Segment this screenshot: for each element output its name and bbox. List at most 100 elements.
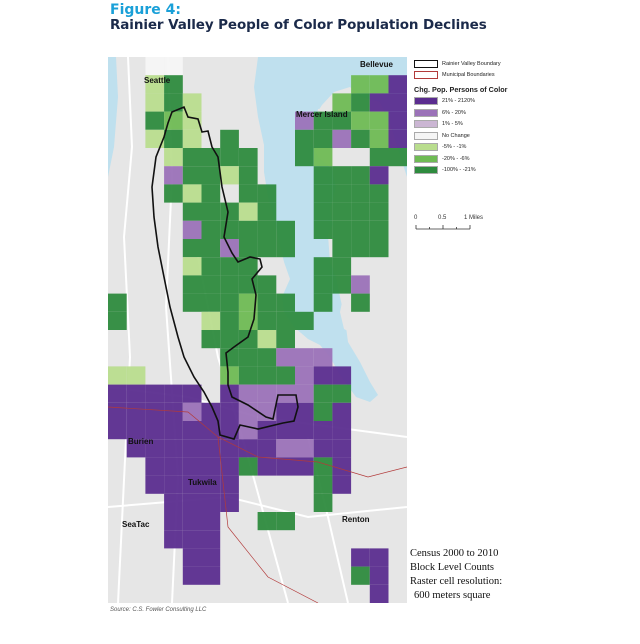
raster-cell — [276, 220, 295, 239]
raster-cell — [257, 330, 277, 349]
raster-cell — [182, 384, 202, 403]
raster-cell — [257, 275, 277, 294]
raster-cell — [257, 239, 277, 258]
raster-cell — [108, 384, 127, 403]
raster-cell — [351, 93, 370, 112]
scale-label-0: 0 — [414, 215, 418, 221]
legend-class-row: -20% - -6% — [414, 154, 470, 164]
raster-cell — [182, 129, 202, 148]
label-burien: Burien — [128, 437, 153, 446]
raster-cell — [108, 421, 127, 440]
raster-cell — [313, 493, 333, 512]
raster-cell — [313, 293, 333, 312]
raster-cell — [313, 421, 333, 440]
raster-cell — [332, 202, 352, 221]
raster-cell — [220, 475, 239, 494]
legend-boundary-row: Rainier Valley Boundary — [414, 59, 501, 69]
raster-cell — [295, 311, 314, 330]
raster-cell — [164, 457, 183, 476]
raster-cell — [351, 129, 370, 148]
raster-cell — [332, 366, 352, 385]
raster-cell — [145, 402, 165, 421]
raster-cell — [238, 348, 258, 367]
raster-cell — [369, 584, 389, 603]
raster-cell — [276, 421, 295, 440]
raster-cell — [313, 384, 333, 403]
raster-cell — [182, 275, 202, 294]
map-canvas[interactable]: Seattle Bellevue Mercer Island Burien Tu… — [108, 57, 407, 603]
raster-cell — [276, 348, 295, 367]
raster-cell — [182, 421, 202, 440]
raster-cell — [182, 202, 202, 221]
raster-cell — [201, 330, 221, 349]
raster-cell — [295, 366, 314, 385]
raster-cell — [238, 148, 258, 167]
raster-cell — [369, 566, 389, 585]
raster-cell — [164, 530, 183, 549]
scale-bar-graphic — [415, 225, 471, 230]
raster-cell — [220, 129, 239, 148]
raster-cell — [201, 311, 221, 330]
raster-cell — [369, 93, 389, 112]
legend-class-swatch — [414, 143, 438, 151]
label-tukwila: Tukwila — [188, 478, 217, 487]
legend-class-swatch — [414, 154, 438, 163]
raster-cell — [369, 202, 389, 221]
raster-cell — [145, 111, 165, 130]
raster-cell — [295, 402, 314, 421]
raster-cell — [351, 75, 370, 94]
source-credit: Source: C.S. Fowler Consulting LLC — [110, 607, 207, 613]
raster-cell — [201, 512, 221, 531]
legend-class-row: 6% - 20% — [414, 108, 466, 118]
raster-cell — [257, 366, 277, 385]
raster-cell — [164, 57, 183, 76]
raster-cell — [126, 366, 146, 385]
figure-label: Figure 4: — [110, 2, 181, 18]
legend-heading: Chg. Pop. Persons of Color — [414, 85, 508, 94]
raster-cell — [295, 129, 314, 148]
raster-cell — [220, 166, 239, 185]
raster-cell — [295, 148, 314, 167]
raster-cell — [313, 475, 333, 494]
raster-cell — [295, 111, 314, 130]
rainier-valley-boundary — [151, 105, 299, 440]
raster-cell — [295, 348, 314, 367]
raster-cell — [201, 166, 221, 185]
raster-cell — [164, 384, 183, 403]
raster-cell — [238, 311, 258, 330]
raster-cell — [220, 330, 239, 349]
legend-municipal-label: Municipal Boundaries — [442, 72, 495, 78]
raster-cell — [332, 402, 352, 421]
raster-cell — [257, 439, 277, 458]
raster-cell — [295, 421, 314, 440]
raster-cell — [201, 439, 221, 458]
raster-cell — [182, 548, 202, 567]
raster-cell — [332, 421, 352, 440]
raster-cell — [108, 293, 127, 312]
raster-cell — [351, 566, 370, 585]
raster-cell — [313, 348, 333, 367]
raster-cell — [201, 257, 221, 276]
raster-cell — [332, 166, 352, 185]
raster-cell — [220, 366, 239, 385]
raster-cell — [164, 475, 183, 494]
raster-cell — [238, 293, 258, 312]
raster-cell — [313, 457, 333, 476]
raster-cell — [369, 129, 389, 148]
census-notes: Census 2000 to 2010 Block Level Counts R… — [410, 547, 502, 603]
raster-cell — [313, 129, 333, 148]
raster-cell — [182, 239, 202, 258]
raster-cell — [182, 457, 202, 476]
raster-cell — [220, 202, 239, 221]
raster-cell — [126, 421, 146, 440]
raster-cell — [238, 439, 258, 458]
raster-cell — [220, 257, 239, 276]
raster-cell — [201, 530, 221, 549]
raster-cell — [351, 220, 370, 239]
label-renton: Renton — [342, 515, 370, 524]
map-panel[interactable]: Seattle Bellevue Mercer Island Burien Tu… — [108, 57, 407, 603]
raster-cell — [145, 75, 165, 94]
raster-cell — [164, 129, 183, 148]
raster-cell — [182, 220, 202, 239]
raster-cell — [276, 384, 295, 403]
